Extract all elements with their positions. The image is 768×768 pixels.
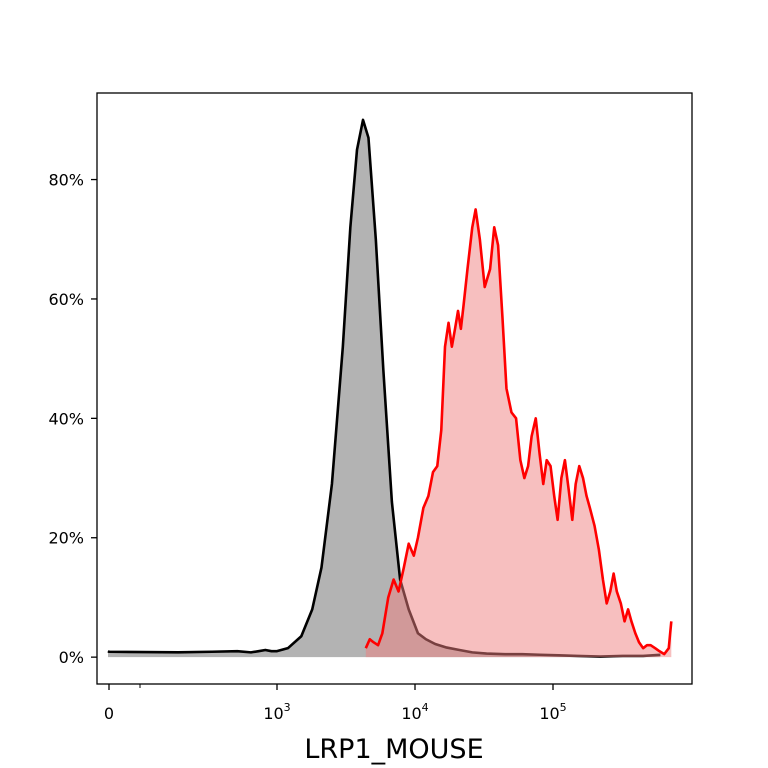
y-tick-label: 0%: [59, 648, 84, 667]
plot-frame: [96, 92, 693, 685]
x-axis-label: LRP1_MOUSE: [304, 734, 483, 765]
y-tick-label: 40%: [48, 409, 84, 428]
y-tick-label: 20%: [48, 529, 84, 548]
y-tick-label: 60%: [48, 290, 84, 309]
y-ticks: 0% 20% 40% 60% 80%: [48, 171, 97, 667]
x-ticks: 0 103 104 105: [104, 684, 567, 723]
x-tick-label: 104: [401, 701, 428, 723]
y-tick-label: 80%: [48, 171, 84, 190]
x-tick-label: 105: [539, 701, 566, 723]
series-2-area: [365, 209, 672, 658]
x-tick-label: 0: [104, 704, 114, 723]
series-layer: [107, 118, 673, 658]
x-tick-label: 103: [263, 701, 290, 723]
series-2-line: [364, 208, 673, 656]
